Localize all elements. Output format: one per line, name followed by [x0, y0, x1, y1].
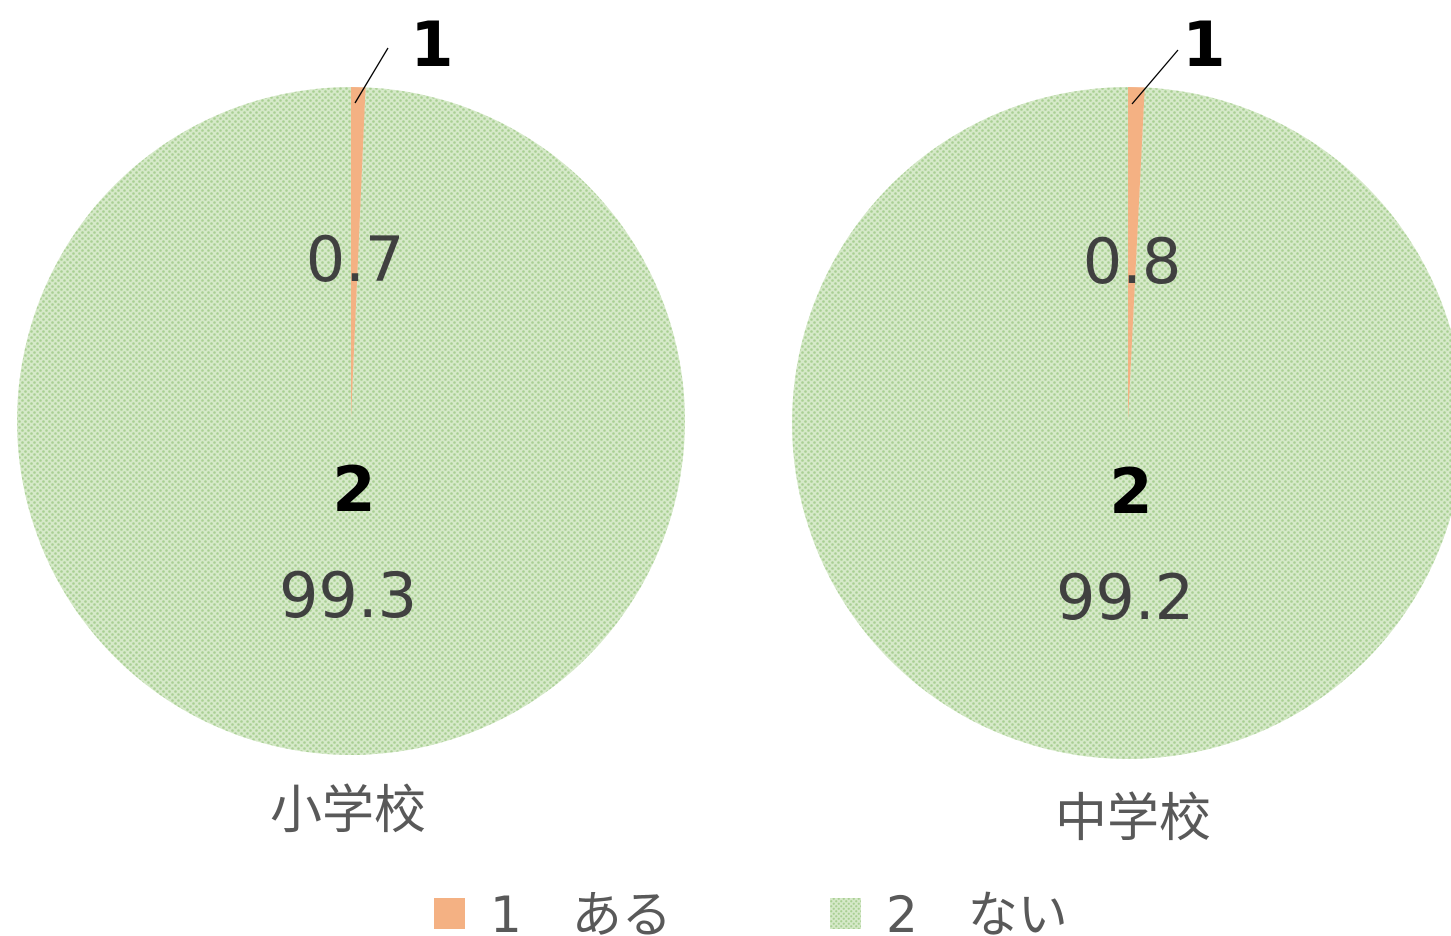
pie-chart-2: 1 0.8 2 99.2 中学校: [792, 8, 1451, 849]
legend-label-2: 2 ない: [886, 886, 1068, 936]
legend: 1 ある 2 ない: [434, 886, 1068, 936]
value-label-2: 99.2: [1056, 561, 1194, 634]
category-label-1: 1: [410, 8, 453, 81]
leader-line: [1131, 49, 1179, 105]
pie-slice-1: [1128, 87, 1145, 423]
value-label-1: 0.8: [1083, 225, 1182, 298]
legend-label-1: 1 ある: [490, 886, 672, 936]
category-label-1: 1: [1182, 8, 1225, 81]
category-label-2: 2: [1109, 455, 1152, 528]
leader-line: [354, 47, 389, 104]
pie-chart-1: 1 0.7 2 99.3 小学校: [17, 8, 686, 841]
legend-swatch-1: [434, 898, 465, 929]
pie-title: 中学校: [1055, 789, 1211, 849]
pie-slice-2: [17, 87, 686, 756]
category-label-2: 2: [332, 453, 375, 526]
pie-slice-2: [792, 87, 1451, 759]
legend-swatch-2: [830, 898, 861, 929]
pie-title: 小学校: [270, 781, 426, 841]
pie-slice-1: [351, 87, 366, 421]
value-label-2: 99.3: [279, 559, 417, 632]
value-label-1: 0.7: [306, 223, 405, 296]
